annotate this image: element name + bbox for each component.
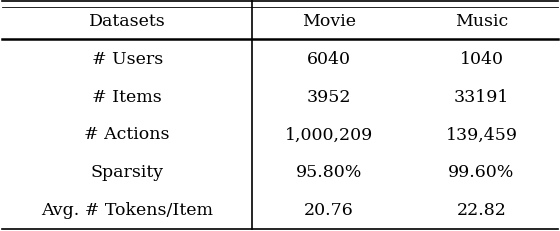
- Text: 95.80%: 95.80%: [296, 164, 362, 181]
- Text: # Users: # Users: [91, 50, 163, 67]
- Text: Sparsity: Sparsity: [91, 164, 164, 181]
- Text: 3952: 3952: [306, 88, 351, 105]
- Text: Movie: Movie: [302, 12, 356, 29]
- Text: 22.82: 22.82: [456, 202, 506, 219]
- Text: 33191: 33191: [454, 88, 509, 105]
- Text: 6040: 6040: [307, 50, 351, 67]
- Text: # Actions: # Actions: [85, 126, 170, 143]
- Text: Music: Music: [455, 12, 508, 29]
- Text: # Items: # Items: [92, 88, 162, 105]
- Text: Avg. # Tokens/Item: Avg. # Tokens/Item: [41, 202, 213, 219]
- Text: 139,459: 139,459: [446, 126, 517, 143]
- Text: 1,000,209: 1,000,209: [284, 126, 373, 143]
- Text: Datasets: Datasets: [89, 12, 166, 29]
- Text: 99.60%: 99.60%: [449, 164, 515, 181]
- Text: 1040: 1040: [460, 50, 503, 67]
- Text: 20.76: 20.76: [304, 202, 353, 219]
